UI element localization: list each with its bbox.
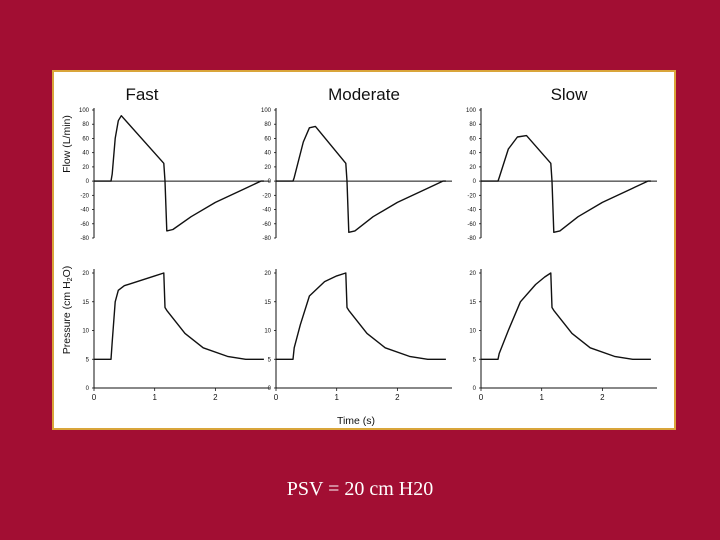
time-tick-label: 2	[395, 393, 400, 402]
flow-tick-label: 20	[469, 165, 476, 171]
column-title-0: Fast	[125, 85, 158, 104]
pressure-series-line	[276, 272, 446, 360]
flow-tick-label: -80	[262, 236, 271, 242]
time-tick-label: 2	[213, 393, 218, 402]
time-tick-label: 0	[479, 393, 484, 402]
flow-tick-label: 20	[264, 165, 271, 171]
pressure-tick-label: 10	[264, 329, 271, 335]
flow-tick-label: 80	[82, 122, 89, 128]
pressure-tick-label: 20	[264, 271, 271, 277]
time-tick-label: 1	[539, 393, 544, 402]
flow-tick-label: 0	[86, 179, 90, 185]
pressure-axis-label: Pressure (cm H2O)	[61, 266, 74, 355]
flow-tick-label: 40	[469, 151, 476, 157]
pressure-tick-label: 15	[82, 300, 89, 306]
pressure-tick-label: 10	[82, 329, 89, 335]
pressure-tick-label: 10	[469, 329, 476, 335]
flow-tick-label: -20	[80, 193, 89, 199]
flow-tick-label: -20	[467, 193, 476, 199]
time-tick-label: 1	[334, 393, 339, 402]
time-tick-label: 2	[600, 393, 605, 402]
pressure-plot-2: 20 15 10 5 00 1 2	[469, 269, 657, 402]
column-title-2: Slow	[551, 85, 589, 104]
flow-tick-label: -40	[262, 208, 271, 214]
time-axis-label: Time (s)	[337, 415, 375, 427]
flow-plot-2: 100 80 60 40 20 0 -20 -40 -60 -80	[466, 108, 657, 242]
time-tick-label: 0	[274, 393, 279, 402]
flow-tick-label: 100	[261, 108, 272, 114]
flow-tick-label: 0	[268, 179, 272, 185]
flow-tick-label: -60	[262, 222, 271, 228]
pressure-tick-label: 5	[268, 357, 272, 363]
flow-tick-label: -60	[80, 222, 89, 228]
flow-tick-label: 60	[82, 136, 89, 142]
flow-series-line	[481, 134, 651, 234]
slide-caption: PSV = 20 cm H20	[286, 478, 434, 500]
pressure-tick-label: 5	[86, 357, 90, 363]
flow-tick-label: 40	[82, 151, 89, 157]
flow-plot-0: 100 80 60 40 20 0 -20 -40 -60 -80	[79, 108, 270, 242]
flow-tick-label: 20	[82, 165, 89, 171]
flow-tick-label: 80	[469, 122, 476, 128]
figure-panel: Fast Moderate Slow 100 80 60 40 20 0 -20 -40 -60 -8…	[52, 70, 676, 430]
flow-tick-label: -40	[467, 208, 476, 214]
pressure-tick-label: 0	[268, 386, 272, 392]
flow-series-line	[276, 125, 446, 234]
flow-tick-label: -60	[467, 222, 476, 228]
flow-plot-1: 100 80 60 40 20 0 -20 -40 -60 -80	[261, 108, 452, 242]
flow-series-line	[94, 115, 264, 232]
pressure-tick-label: 15	[264, 300, 271, 306]
waveform-figure: Fast Moderate Slow 100806040200-20-40-60-8…	[61, 85, 657, 427]
pressure-tick-label: 15	[469, 300, 476, 306]
time-tick-label: 0	[92, 393, 97, 402]
flow-tick-label: -80	[80, 236, 89, 242]
pressure-tick-label: 20	[469, 271, 476, 277]
pressure-plot-1: 20 15 10 5 00 1 2	[264, 269, 452, 402]
flow-tick-label: 100	[79, 108, 90, 114]
pressure-tick-label: 0	[473, 386, 477, 392]
time-tick-label: 1	[152, 393, 157, 402]
pressure-series-line	[94, 272, 264, 360]
flow-tick-label: 80	[264, 122, 271, 128]
flow-tick-label: -80	[467, 236, 476, 242]
pressure-series-line	[481, 272, 651, 360]
column-title-1: Moderate	[328, 85, 400, 104]
pressure-tick-label: 5	[473, 357, 477, 363]
flow-tick-label: 60	[264, 136, 271, 142]
flow-tick-label: 60	[469, 136, 476, 142]
pressure-tick-label: 20	[82, 271, 89, 277]
flow-tick-label: 0	[473, 179, 477, 185]
flow-tick-label: 40	[264, 151, 271, 157]
flow-tick-label: 100	[466, 108, 477, 114]
pressure-tick-label: 0	[86, 386, 90, 392]
flow-axis-label: Flow (L/min)	[61, 115, 73, 173]
flow-tick-label: -20	[262, 193, 271, 199]
flow-tick-label: -40	[80, 208, 89, 214]
